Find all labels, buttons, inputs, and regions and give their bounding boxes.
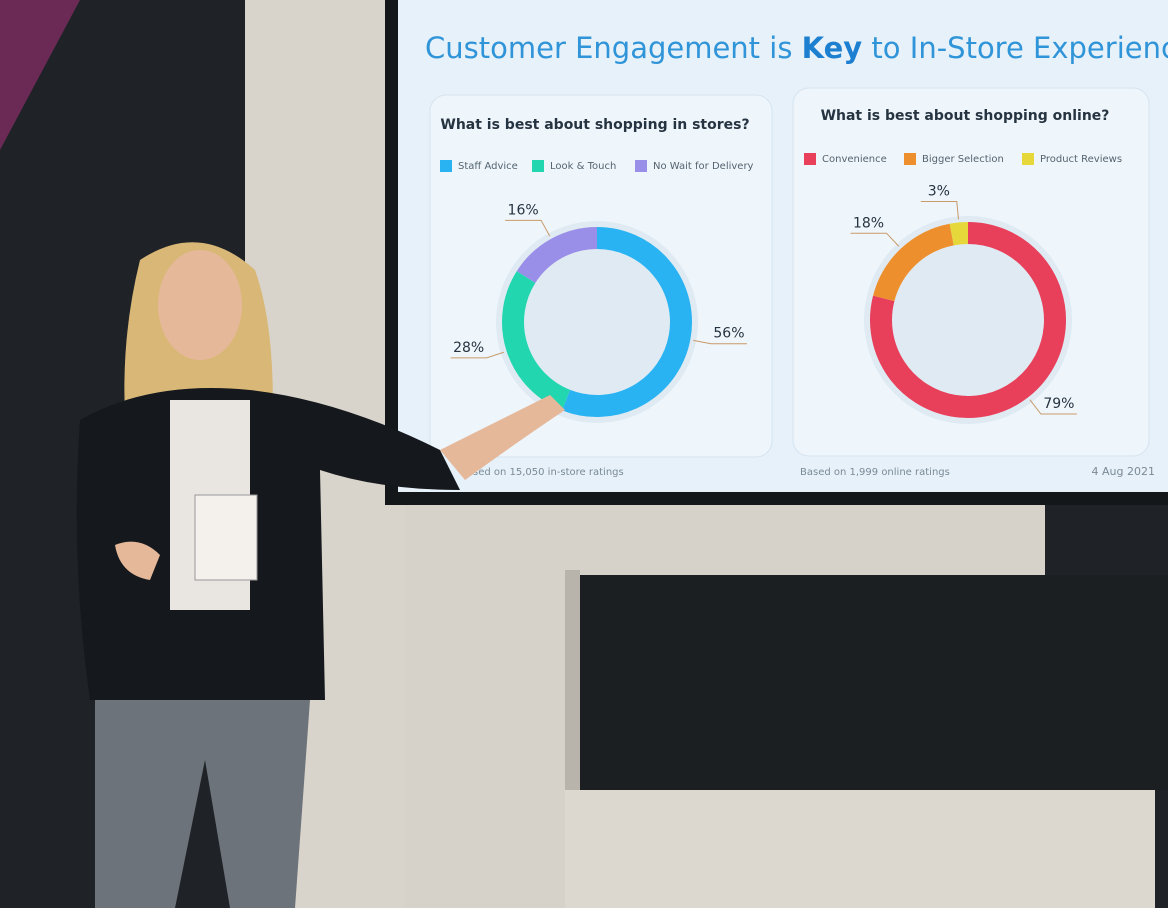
data-label: 56% bbox=[713, 326, 744, 342]
legend-label: Product Reviews bbox=[1040, 154, 1122, 165]
presenter bbox=[76, 242, 565, 908]
donut-segment bbox=[502, 271, 571, 411]
donut-shadow bbox=[496, 221, 698, 423]
donut-segment bbox=[873, 223, 955, 302]
legend-swatch bbox=[635, 160, 647, 172]
slide-title: Customer Engagement is Key to In-Store E… bbox=[425, 31, 1168, 65]
chart-note: Based on 15,050 in-store ratings bbox=[460, 467, 624, 478]
donut-segment bbox=[949, 222, 969, 246]
slide-date: 4 Aug 2021 bbox=[1092, 465, 1155, 478]
legend-label: Bigger Selection bbox=[922, 154, 1004, 165]
leader-line bbox=[693, 339, 747, 345]
title-emphasis: Key bbox=[802, 31, 863, 65]
donut-segment bbox=[516, 227, 598, 284]
leader-line bbox=[450, 351, 504, 359]
chart-note: Based on 1,999 online ratings bbox=[800, 467, 950, 478]
leader-line bbox=[850, 232, 900, 247]
legend-swatch bbox=[532, 160, 544, 172]
stage-edge bbox=[565, 570, 580, 790]
leader-line bbox=[505, 219, 551, 237]
chart-title: What is best about shopping online? bbox=[821, 108, 1110, 124]
data-label: 28% bbox=[453, 340, 484, 356]
legend-label: Look & Touch bbox=[550, 161, 616, 172]
data-label: 18% bbox=[853, 215, 884, 231]
data-label: 16% bbox=[508, 202, 539, 218]
data-label: 79% bbox=[1043, 396, 1074, 412]
backdrop-accent bbox=[0, 0, 80, 150]
legend-label: No Wait for Delivery bbox=[653, 161, 754, 172]
title-part: to In-Store Experience bbox=[862, 31, 1168, 65]
legend-swatch bbox=[1022, 153, 1034, 165]
chart-title: What is best about shopping in stores? bbox=[440, 117, 749, 133]
leader-line bbox=[1029, 399, 1077, 415]
donut-segment bbox=[562, 227, 692, 417]
legend-swatch bbox=[440, 160, 452, 172]
donut-shadow bbox=[864, 216, 1072, 424]
leader-line bbox=[920, 201, 959, 220]
stage-step bbox=[565, 790, 1155, 908]
title-part: Customer Engagement is bbox=[425, 31, 802, 65]
legend-swatch bbox=[804, 153, 816, 165]
legend-swatch bbox=[904, 153, 916, 165]
charts: What is best about shopping in stores? Ba… bbox=[440, 108, 1122, 478]
data-label: 3% bbox=[928, 184, 950, 200]
stage-gap bbox=[580, 575, 1168, 790]
donut-segment bbox=[870, 222, 1066, 418]
legend-label: Staff Advice bbox=[458, 161, 518, 172]
legend-label: Convenience bbox=[822, 154, 887, 165]
